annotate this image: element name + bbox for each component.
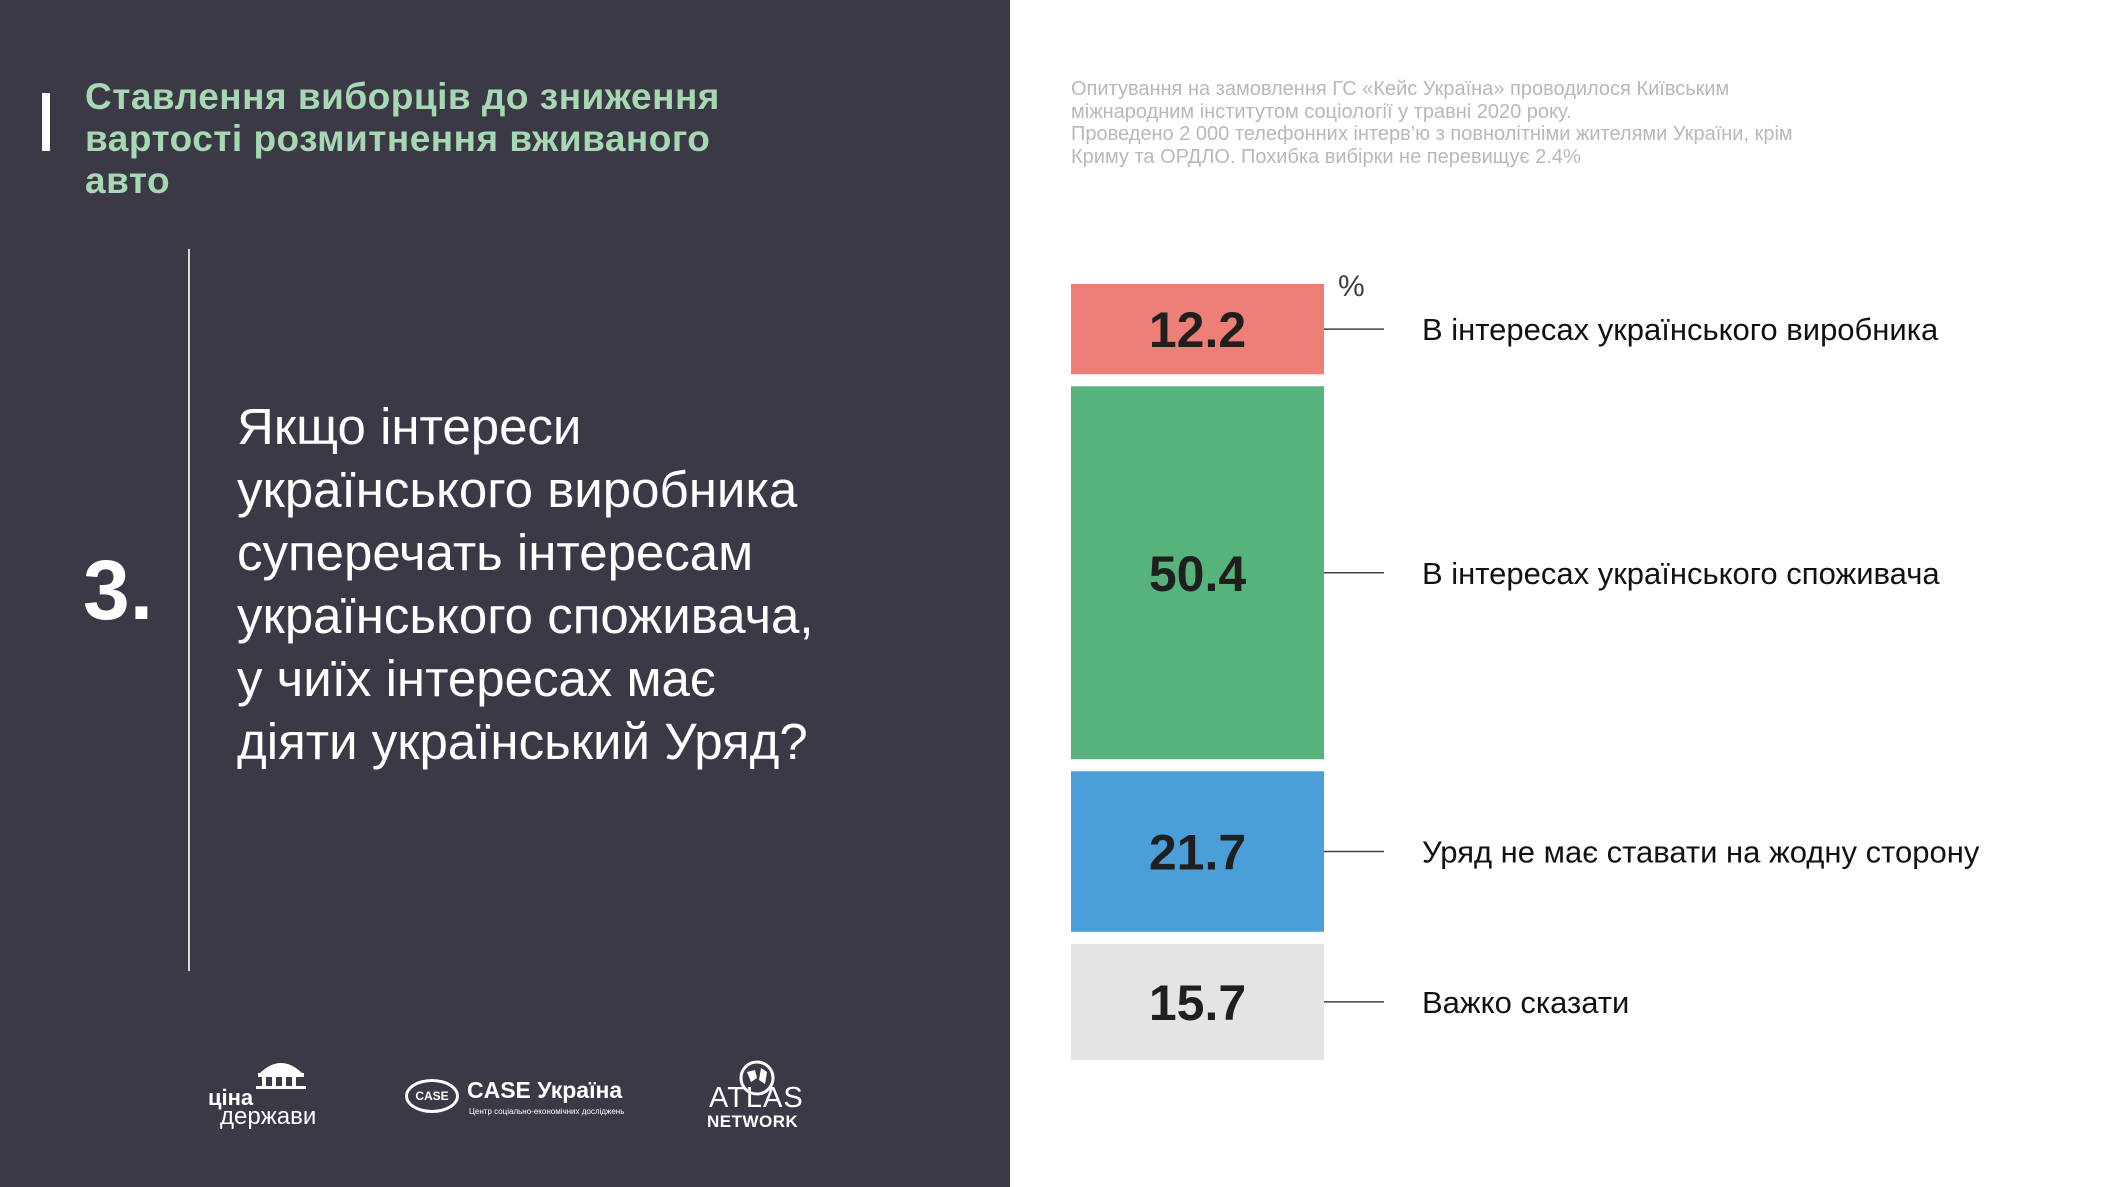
atlas-network-logo: ATLAS NETWORK	[705, 1058, 805, 1131]
bar-segment	[1071, 771, 1324, 932]
tsina-top-text: ціна	[208, 1085, 254, 1110]
tsina-bottom-text: держави	[220, 1103, 317, 1130]
value-label: 15.7	[1149, 975, 1246, 1031]
case-name-text: CASE Україна	[467, 1077, 623, 1103]
value-label: 50.4	[1149, 546, 1247, 602]
value-label: 12.2	[1149, 302, 1246, 358]
bar-segment	[1071, 386, 1324, 760]
case-sub-text: Центр соціально-економічних досліджень	[469, 1107, 625, 1116]
divider-line	[188, 249, 190, 971]
page-title: Ставлення виборців до зниження вартості …	[85, 76, 720, 201]
case-ukraine-logo: CASE CASE Україна Центр соціально-економ…	[405, 1075, 635, 1125]
case-badge: CASE	[405, 1079, 459, 1113]
tsina-derzhavy-logo: ціна держави	[208, 1055, 318, 1130]
title-accent-bar	[42, 93, 50, 151]
building-icon	[256, 1063, 306, 1089]
category-label: Важко сказати	[1422, 985, 1629, 1020]
bar-segment	[1071, 943, 1324, 1060]
case-badge-text: CASE	[415, 1089, 449, 1103]
left-panel: Ставлення виборців до зниження вартості …	[0, 0, 1010, 1187]
atlas-top-text: ATLAS	[709, 1082, 804, 1114]
question-text: Якщо інтереси українського виробника суп…	[237, 398, 814, 770]
globe-icon	[739, 1060, 775, 1096]
unit-label: %	[1338, 270, 1365, 303]
value-label: 21.7	[1149, 825, 1246, 881]
category-label: В інтересах українського споживача	[1422, 556, 1940, 591]
category-label: В інтересах українського виробника	[1422, 312, 1939, 347]
category-label: Уряд не має ставати на жодну сторону	[1422, 835, 1980, 870]
question-number: 3.	[83, 543, 154, 637]
atlas-bottom-text: NETWORK	[707, 1112, 799, 1131]
survey-note: Опитування на замовлення ГС «Кейс Україн…	[1071, 78, 1793, 168]
bar-segment	[1071, 284, 1324, 375]
